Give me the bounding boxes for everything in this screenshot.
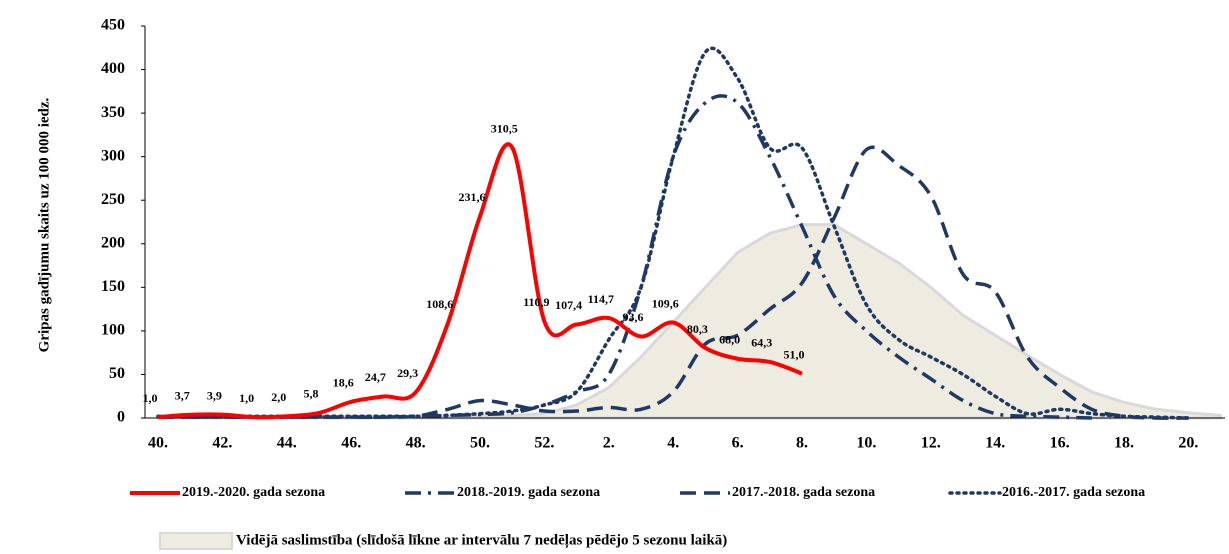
series-line (157, 142, 803, 420)
series-line (158, 94, 1092, 420)
y-tick-label: 350 (101, 104, 125, 121)
x-tick-label: 20. (1178, 435, 1198, 452)
y-tick-label: 300 (101, 147, 125, 164)
x-tick-label: 16. (1050, 435, 1070, 452)
data-label: 68,0 (719, 333, 740, 347)
x-tick-label: 18. (1114, 435, 1134, 452)
data-label: 93,6 (623, 310, 644, 324)
legend-label: 2018.-2019. gada sezona (457, 485, 600, 500)
data-label: 29,3 (397, 366, 418, 380)
data-label: 110,9 (523, 295, 549, 309)
legend-label: 2016.-2017. gada sezona (1002, 485, 1145, 500)
legend-label: Vidējā saslimstība (slīdošā līkne ar int… (236, 532, 727, 548)
data-label: 1,0 (143, 391, 158, 405)
data-label: 1,0 (239, 391, 254, 405)
y-tick-label: 100 (101, 322, 125, 339)
data-label: 107,4 (555, 298, 582, 312)
x-tick-label: 42. (212, 435, 232, 452)
plot-area: 0 50 100 150 200 250 300 350 400 450 40. 42. 44. 46. 4… (101, 17, 1225, 452)
data-label: 2,0 (271, 390, 286, 404)
data-label: 3,7 (175, 389, 190, 403)
x-tick-label: 14. (985, 435, 1005, 452)
x-tick-label: 6. (732, 435, 744, 452)
legend-label: 2019.-2020. gada sezona (182, 485, 325, 500)
x-tick-label: 52. (534, 435, 554, 452)
x-tick-label: 2. (603, 435, 615, 452)
x-tick-label: 4. (667, 435, 679, 452)
y-tick-label: 150 (101, 278, 125, 295)
data-label: 64,3 (751, 336, 772, 350)
data-label: 5,8 (304, 387, 319, 401)
data-label: 51,0 (784, 347, 805, 361)
x-tick-label: 44. (277, 435, 297, 452)
y-tick-label: 400 (101, 60, 125, 77)
y-tick-label: 450 (101, 17, 125, 34)
y-axis-title: Gripas gadījumu skaits uz 100 000 iedz. (36, 97, 52, 352)
x-tick-label: 12. (921, 435, 941, 452)
data-label: 231,6 (459, 190, 486, 204)
y-tick-label: 0 (117, 409, 125, 426)
x-tick-label: 48. (406, 435, 426, 452)
y-tick-label: 50 (109, 365, 125, 382)
data-label: 109,6 (652, 296, 679, 310)
x-tick-label: 8. (796, 435, 808, 452)
data-label: 24,7 (365, 370, 386, 384)
x-tick-label: 46. (341, 435, 361, 452)
data-label: 3,9 (207, 388, 222, 402)
y-tick-label: 200 (101, 234, 125, 251)
data-label: 310,5 (491, 121, 518, 135)
data-label: 80,3 (687, 322, 708, 336)
y-tick-label: 250 (101, 191, 125, 208)
legend-label: 2017.-2018. gada sezona (732, 485, 875, 500)
x-tick-label: 40. (148, 435, 168, 452)
x-tick-label: 10. (856, 435, 876, 452)
data-label: 114,7 (588, 292, 614, 306)
x-tick-label: 50. (470, 435, 490, 452)
legend: 2019.-2020. gada sezona 2018.-2019. gada … (130, 485, 1145, 550)
data-label: 18,6 (333, 376, 354, 390)
legend-swatch (159, 532, 233, 550)
data-label: 108,6 (426, 297, 453, 311)
